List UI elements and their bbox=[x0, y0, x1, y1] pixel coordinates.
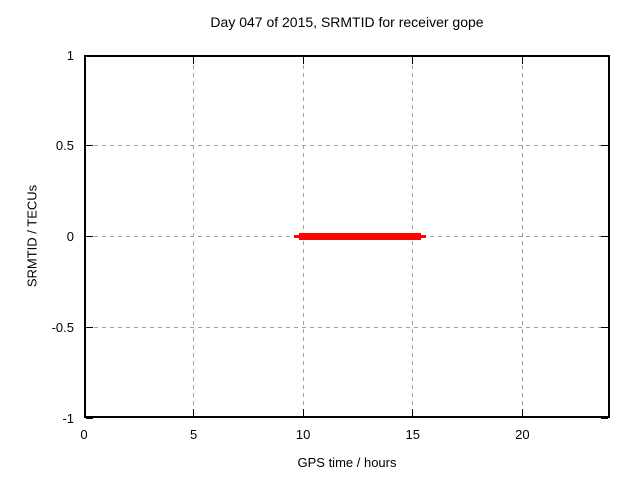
y-tick-mark-left bbox=[86, 326, 93, 328]
y-tick-mark-right bbox=[601, 54, 608, 56]
x-tick-label: 15 bbox=[405, 427, 420, 442]
x-tick-mark-bottom bbox=[521, 409, 523, 416]
y-tick-label: 0.5 bbox=[55, 138, 74, 154]
y-tick-mark-left bbox=[86, 417, 93, 419]
y-tick-label: 1 bbox=[66, 47, 74, 63]
y-tick-label: 0 bbox=[66, 229, 74, 244]
x-tick-label: 0 bbox=[80, 427, 88, 442]
y-gridline bbox=[86, 145, 608, 147]
x-tick-mark-top bbox=[412, 57, 414, 64]
x-tick-mark-top bbox=[83, 57, 85, 64]
x-axis-label: GPS time / hours bbox=[297, 455, 397, 470]
x-tick-label: 20 bbox=[515, 427, 530, 442]
x-tick-mark-top bbox=[521, 57, 523, 64]
y-tick-mark-right bbox=[601, 145, 608, 147]
x-tick-label: 5 bbox=[189, 427, 198, 442]
x-tick-mark-top bbox=[193, 57, 195, 64]
series-line-core bbox=[299, 233, 422, 240]
y-tick-mark-right bbox=[601, 326, 608, 328]
y-tick-mark-left bbox=[86, 54, 93, 56]
y-tick-mark-right bbox=[601, 417, 608, 419]
y-tick-mark-left bbox=[86, 236, 93, 237]
x-tick-mark-bottom bbox=[193, 409, 195, 416]
x-tick-label: 10 bbox=[295, 427, 311, 442]
chart-title: Day 047 of 2015, SRMTID for receiver gop… bbox=[210, 14, 484, 30]
x-tick-mark-bottom bbox=[83, 409, 85, 416]
y-tick-label: -1 bbox=[62, 410, 74, 426]
y-tick-mark-right bbox=[601, 236, 608, 237]
y-tick-mark-left bbox=[86, 145, 93, 147]
x-tick-mark-bottom bbox=[412, 409, 414, 416]
y-gridline bbox=[86, 326, 608, 328]
x-tick-mark-bottom bbox=[302, 409, 304, 416]
y-tick-label: -0.5 bbox=[51, 319, 74, 335]
x-tick-mark-top bbox=[302, 57, 304, 64]
